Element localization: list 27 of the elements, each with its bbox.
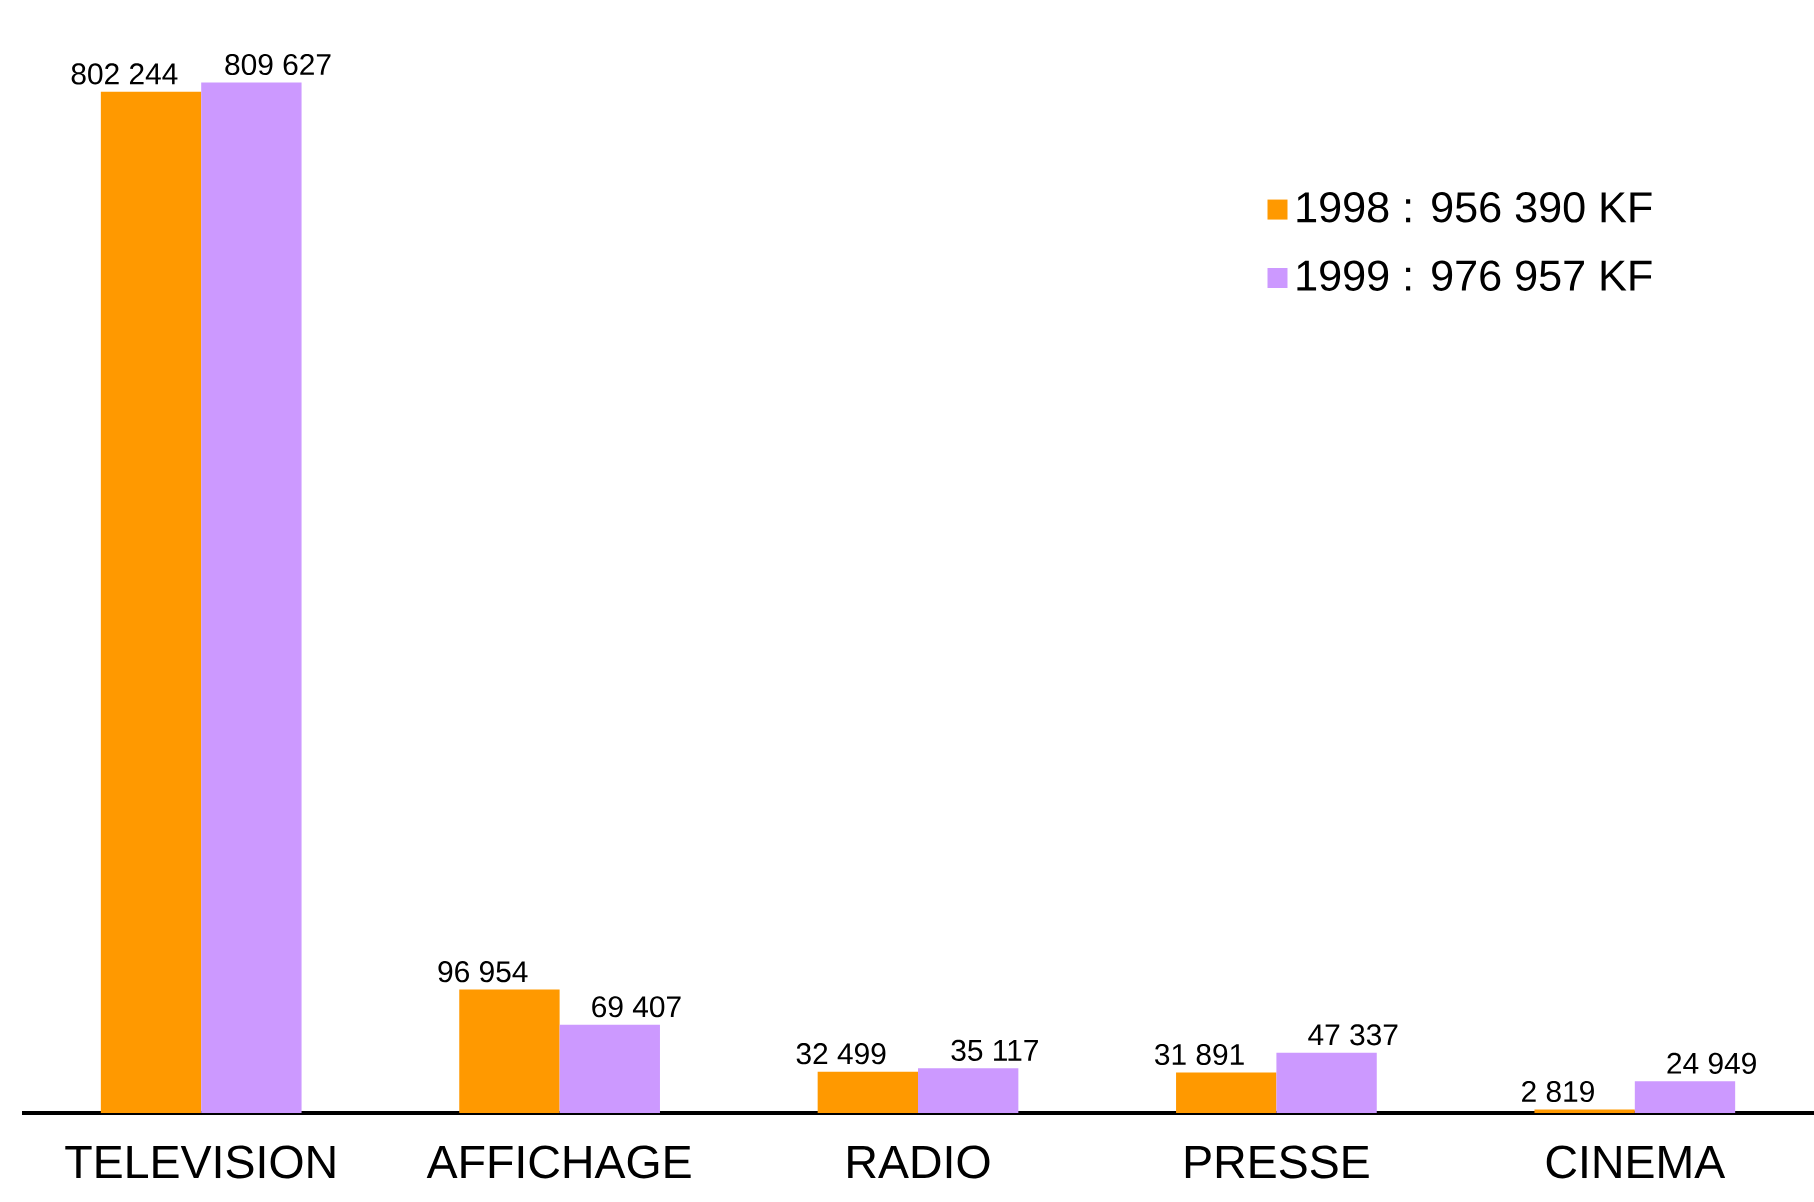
x-tick-label: PRESSE — [1185, 1145, 1369, 1179]
bar — [459, 989, 560, 1113]
data-label: 35 117 — [951, 1039, 1038, 1061]
data-label: 24 949 — [1667, 1052, 1756, 1074]
data-label: 802 244 — [71, 63, 178, 85]
bar — [201, 82, 302, 1113]
data-label: 31 891 — [1155, 1043, 1244, 1066]
bar — [1634, 1081, 1736, 1113]
data-label: 2 819 — [1522, 1080, 1594, 1103]
data-label: 69 407 — [592, 996, 681, 1018]
x-tick-label: RADIO — [848, 1145, 990, 1179]
bar — [1534, 1109, 1635, 1113]
data-label: 32 499 — [796, 1043, 886, 1065]
x-tick-label: TELEVISION — [65, 1145, 335, 1179]
bar — [1276, 1052, 1377, 1113]
legend-label: 1998 : 956 390 KF — [1297, 191, 1652, 223]
x-tick-label: CINEMA — [1546, 1145, 1726, 1179]
bar — [1176, 1072, 1277, 1113]
data-label: 809 627 — [225, 53, 331, 76]
legend-label: 1999 : 976 957 KF — [1297, 260, 1652, 291]
data-label: 47 337 — [1308, 1024, 1398, 1046]
bar — [100, 91, 202, 1113]
bar — [817, 1071, 919, 1113]
bar — [918, 1068, 1019, 1113]
bar — [559, 1024, 660, 1113]
x-tick-label: AFFICHAGE — [426, 1145, 691, 1179]
data-label: 96 954 — [438, 961, 528, 983]
